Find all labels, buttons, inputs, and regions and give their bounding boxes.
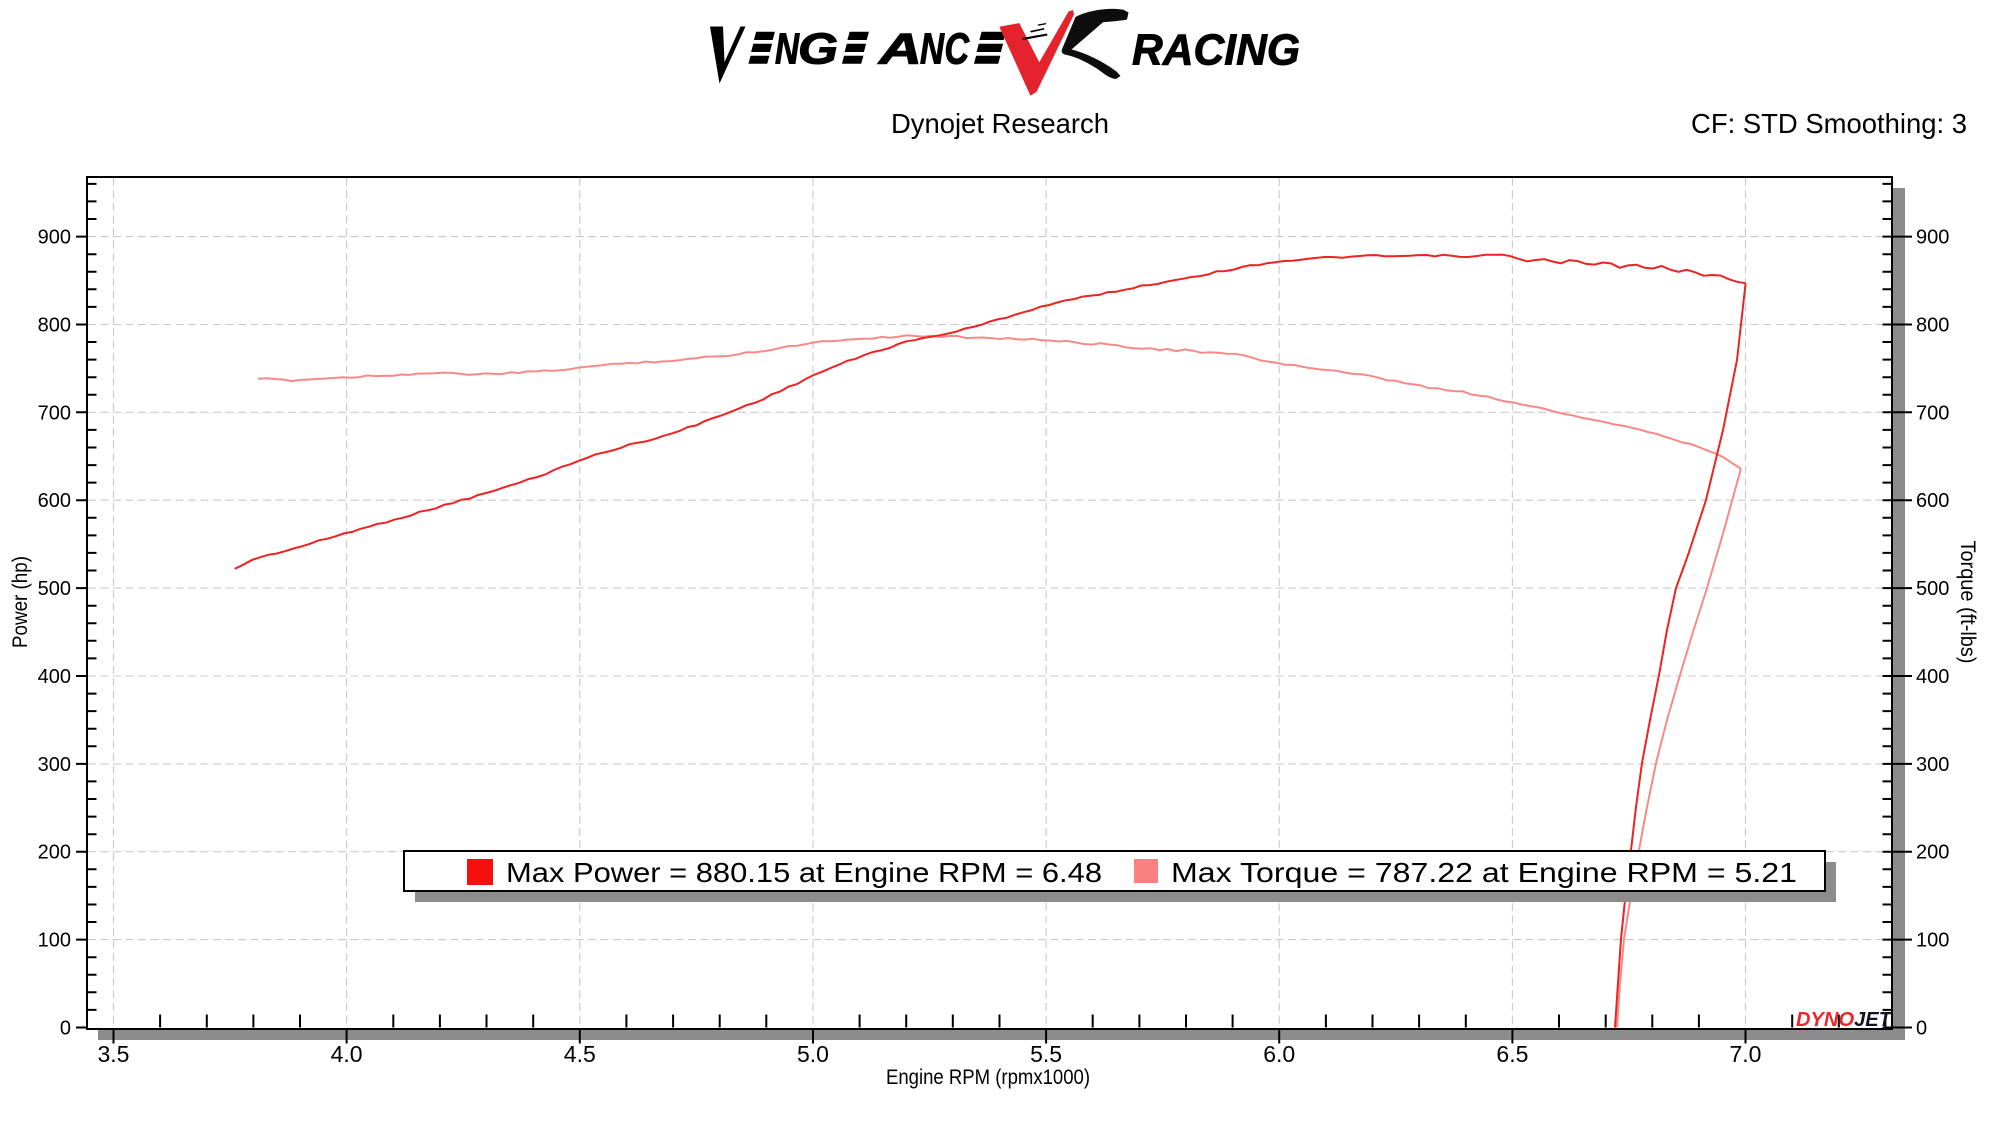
svg-text:400: 400: [38, 666, 71, 688]
svg-text:300: 300: [1916, 754, 1949, 776]
svg-text:600: 600: [38, 490, 71, 512]
svg-text:0: 0: [1916, 1018, 1927, 1040]
svg-text:0: 0: [60, 1018, 71, 1040]
svg-text:Power (hp): Power (hp): [9, 556, 32, 648]
svg-text:DYNOJET: DYNOJET: [1796, 1009, 1893, 1031]
svg-text:N: N: [775, 25, 800, 74]
svg-text:700: 700: [38, 402, 71, 424]
svg-text:900: 900: [38, 227, 71, 249]
svg-text:3.5: 3.5: [98, 1041, 130, 1067]
svg-text:800: 800: [1916, 315, 1949, 337]
svg-text:RACING: RACING: [1132, 26, 1300, 75]
svg-text:CF: STD Smoothing: 3: CF: STD Smoothing: 3: [1691, 108, 1967, 139]
svg-text:100: 100: [38, 930, 71, 952]
svg-text:Dynojet Research: Dynojet Research: [891, 108, 1109, 139]
svg-text:4.5: 4.5: [564, 1041, 596, 1067]
svg-text:N: N: [920, 25, 945, 74]
svg-text:G: G: [798, 25, 838, 74]
svg-text:700: 700: [1916, 402, 1949, 424]
svg-text:5.5: 5.5: [1030, 1041, 1062, 1067]
svg-text:800: 800: [38, 315, 71, 337]
svg-text:500: 500: [1916, 578, 1949, 600]
svg-text:Max Power = 880.15 at Engine R: Max Power = 880.15 at Engine RPM = 6.48: [506, 857, 1102, 888]
svg-text:200: 200: [1916, 842, 1949, 864]
svg-text:400: 400: [1916, 666, 1949, 688]
svg-text:100: 100: [1916, 930, 1949, 952]
svg-text:5.0: 5.0: [797, 1041, 829, 1067]
svg-text:7.0: 7.0: [1730, 1041, 1762, 1067]
svg-text:4.0: 4.0: [331, 1041, 363, 1067]
svg-text:Torque (ft-lbs): Torque (ft-lbs): [1956, 541, 1979, 664]
svg-text:6.0: 6.0: [1263, 1041, 1295, 1067]
svg-text:Engine RPM (rpmx1000): Engine RPM (rpmx1000): [886, 1066, 1090, 1089]
svg-text:A: A: [878, 25, 922, 74]
svg-text:Max Torque = 787.22 at Engine: Max Torque = 787.22 at Engine RPM = 5.21: [1171, 857, 1797, 888]
svg-text:600: 600: [1916, 490, 1949, 512]
svg-text:C: C: [945, 25, 970, 74]
svg-text:300: 300: [38, 754, 71, 776]
svg-text:200: 200: [38, 842, 71, 864]
svg-text:6.5: 6.5: [1496, 1041, 1528, 1067]
svg-text:900: 900: [1916, 227, 1949, 249]
svg-text:500: 500: [38, 578, 71, 600]
